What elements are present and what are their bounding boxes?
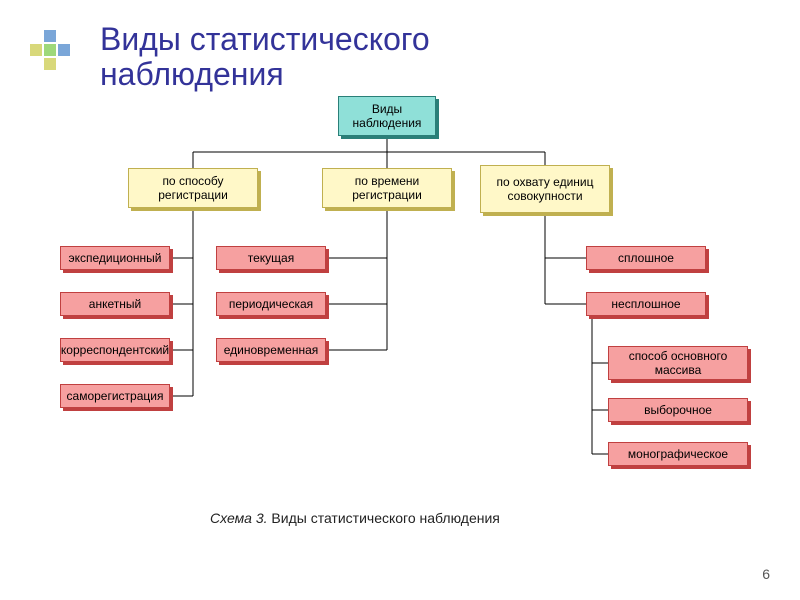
caption-italic: Схема 3. bbox=[210, 510, 268, 526]
figure-caption: Схема 3. Виды статистического наблюдения bbox=[210, 510, 500, 526]
leaf-node: саморегистрация bbox=[60, 384, 170, 408]
page-title: Виды статистического наблюдения bbox=[100, 22, 430, 92]
leaf-node: текущая bbox=[216, 246, 326, 270]
leaf-node: сплошное bbox=[586, 246, 706, 270]
root-node: Виды наблюдения bbox=[338, 96, 436, 136]
caption-text: Виды статистического наблюдения bbox=[268, 510, 500, 526]
category-node: по способу регистрации bbox=[128, 168, 258, 208]
leaf-node: единовременная bbox=[216, 338, 326, 362]
leaf-node: корреспондентский bbox=[60, 338, 170, 362]
leaf-node: анкетный bbox=[60, 292, 170, 316]
title-line1: Виды статистического bbox=[100, 21, 430, 57]
category-node: по времени регистрации bbox=[322, 168, 452, 208]
title-line2: наблюдения bbox=[100, 56, 284, 92]
page-number: 6 bbox=[762, 566, 770, 582]
leaf-node: несплошное bbox=[586, 292, 706, 316]
leaf-node: выборочное bbox=[608, 398, 748, 422]
leaf-node: способ основного массива bbox=[608, 346, 748, 380]
category-node: по охвату единиц совокупности bbox=[480, 165, 610, 213]
leaf-node: экспедиционный bbox=[60, 246, 170, 270]
slide-bullet-decoration bbox=[30, 30, 70, 70]
leaf-node: монографическое bbox=[608, 442, 748, 466]
leaf-node: периодическая bbox=[216, 292, 326, 316]
